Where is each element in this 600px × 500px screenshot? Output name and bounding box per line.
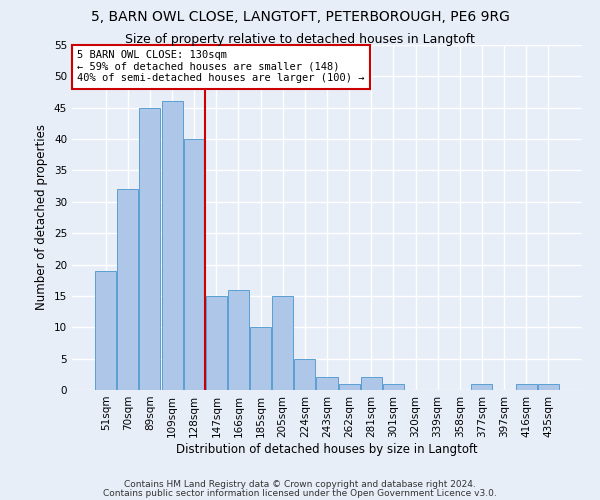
Bar: [472, 384, 493, 390]
Bar: [139, 108, 160, 390]
Text: 5, BARN OWL CLOSE, LANGTOFT, PETERBOROUGH, PE6 9RG: 5, BARN OWL CLOSE, LANGTOFT, PETERBOROUG…: [91, 10, 509, 24]
Bar: [228, 290, 249, 390]
Bar: [95, 271, 116, 390]
Bar: [316, 378, 338, 390]
Bar: [338, 384, 359, 390]
Bar: [250, 328, 271, 390]
Bar: [295, 358, 316, 390]
Bar: [361, 378, 382, 390]
Bar: [118, 190, 139, 390]
Bar: [515, 384, 536, 390]
Text: Contains public sector information licensed under the Open Government Licence v3: Contains public sector information licen…: [103, 490, 497, 498]
Bar: [538, 384, 559, 390]
Y-axis label: Number of detached properties: Number of detached properties: [35, 124, 49, 310]
Text: Contains HM Land Registry data © Crown copyright and database right 2024.: Contains HM Land Registry data © Crown c…: [124, 480, 476, 489]
Bar: [206, 296, 227, 390]
Bar: [161, 102, 182, 390]
Bar: [184, 139, 205, 390]
Text: Size of property relative to detached houses in Langtoft: Size of property relative to detached ho…: [125, 32, 475, 46]
X-axis label: Distribution of detached houses by size in Langtoft: Distribution of detached houses by size …: [176, 442, 478, 456]
Bar: [383, 384, 404, 390]
Text: 5 BARN OWL CLOSE: 130sqm
← 59% of detached houses are smaller (148)
40% of semi-: 5 BARN OWL CLOSE: 130sqm ← 59% of detach…: [77, 50, 365, 84]
Bar: [272, 296, 293, 390]
